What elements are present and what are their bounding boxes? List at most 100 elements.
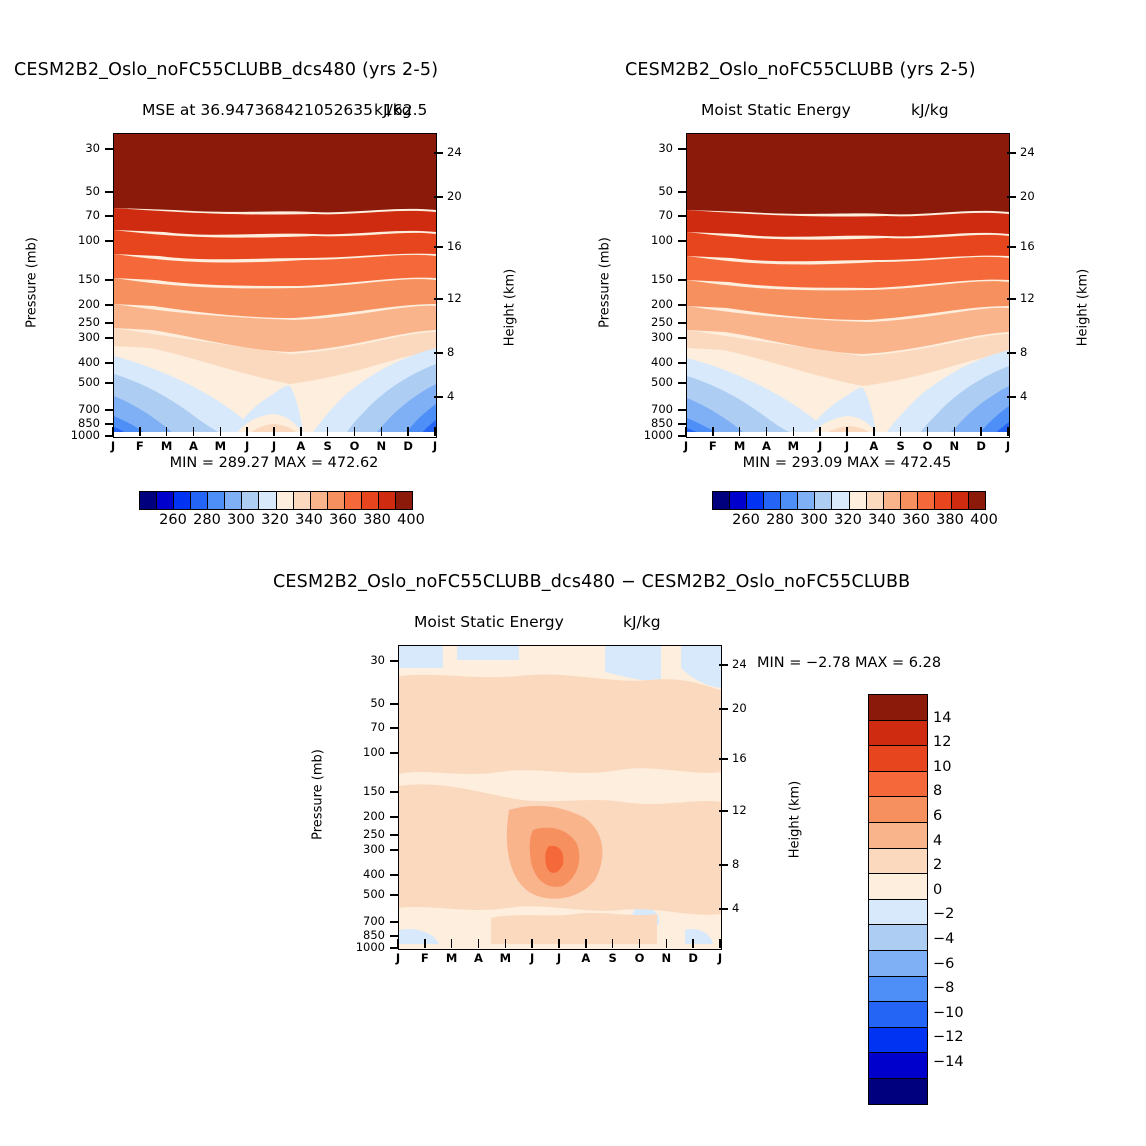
x-axis-tick xyxy=(585,939,587,948)
colorbar-tick-label: 380 xyxy=(363,512,391,528)
colorbar-tick-label: 340 xyxy=(295,512,323,528)
x-axis-month-label: A xyxy=(762,439,771,453)
x-axis-tick xyxy=(611,939,614,948)
colorbar-swatch xyxy=(869,1027,927,1054)
colorbar-difference xyxy=(868,694,928,1105)
x-axis-tick xyxy=(1007,427,1009,436)
colorbar-tick-label: 6 xyxy=(933,808,943,824)
colorbar-tick-label: 12 xyxy=(933,734,952,751)
colorbar-tick-label: −10 xyxy=(933,1004,964,1021)
colorbar-swatch xyxy=(869,1078,927,1104)
x-axis-tick xyxy=(397,939,399,948)
colorbar-swatch xyxy=(157,492,175,509)
panel-difference: CESM2B2_Oslo_noFC55CLUBB_dcs480 − CESM2B… xyxy=(273,540,1033,1105)
x-axis-month-label: D xyxy=(688,951,698,965)
colorbar-swatch xyxy=(869,950,927,977)
contour-plot-area xyxy=(398,645,722,950)
panel-title: CESM2B2_Oslo_noFC55CLUBB_dcs480 − CESM2B… xyxy=(273,572,911,592)
y-axis-label-height: Height (km) xyxy=(1075,268,1091,347)
y-axis-label-height: Height (km) xyxy=(787,780,803,859)
x-axis-month-label: F xyxy=(708,439,717,453)
x-axis-month-label: F xyxy=(420,951,429,965)
panel-subtitle-left: Moist Static Energy xyxy=(701,101,851,119)
colorbar-swatch xyxy=(310,492,328,509)
colorbar-swatch xyxy=(361,492,379,509)
x-axis-month-label: J xyxy=(683,439,689,453)
x-axis-month-label: J xyxy=(245,439,250,453)
panel-top-right: CESM2B2_Oslo_noFC55CLUBB (yrs 2-5) Moist… xyxy=(597,60,1091,528)
colorbar-swatch xyxy=(747,492,765,509)
colorbar-swatch xyxy=(869,899,927,926)
colorbar-swatch xyxy=(781,492,799,509)
x-axis-tick xyxy=(765,427,768,436)
x-axis-month-label: O xyxy=(922,439,933,453)
colorbar-swatch xyxy=(869,695,927,721)
x-axis-month-label: J xyxy=(717,951,723,965)
colorbar-tick-label: −12 xyxy=(933,1029,964,1046)
colorbar-swatch xyxy=(730,492,748,509)
panel-subtitle-right: 162.5 xyxy=(383,101,428,119)
x-axis-month-label: N xyxy=(661,951,672,965)
colorbar-swatch xyxy=(344,492,362,509)
colorbar-swatch xyxy=(815,492,833,509)
colorbar-swatch xyxy=(849,492,867,509)
x-axis-month-label: S xyxy=(896,439,905,453)
x-axis-tick xyxy=(738,427,741,436)
colorbar-tick-label: 2 xyxy=(933,857,943,874)
min-max-label: MIN = 289.27 MAX = 472.62 xyxy=(169,455,379,471)
x-axis-tick xyxy=(638,939,641,948)
panel-title: CESM2B2_Oslo_noFC55CLUBB (yrs 2-5) xyxy=(625,60,976,80)
colorbar-tick-label: −14 xyxy=(933,1054,964,1070)
x-axis-tick xyxy=(980,427,982,436)
colorbar-tick-label: 360 xyxy=(329,512,357,528)
colorbar-swatch xyxy=(798,492,816,509)
colorbar-swatch xyxy=(191,492,209,509)
colorbar-swatch xyxy=(869,925,927,951)
x-axis-month-label: J xyxy=(844,439,850,453)
colorbar-swatch xyxy=(869,797,927,823)
colorbar-tick-label: 340 xyxy=(868,512,896,528)
x-axis-tick xyxy=(450,939,453,948)
colorbar-swatch xyxy=(869,822,927,849)
colorbar-swatch xyxy=(713,492,731,509)
colorbar-tick-label: 360 xyxy=(902,512,930,528)
x-axis-month-label: A xyxy=(189,439,198,453)
panel-top-left: CESM2B2_Oslo_noFC55CLUBB_dcs480 (yrs 2-5… xyxy=(14,60,518,528)
x-axis-tick xyxy=(873,427,875,436)
colorbar-swatch xyxy=(869,746,927,772)
colorbar-swatch xyxy=(395,492,412,509)
x-axis-tick xyxy=(300,427,302,436)
colorbar-swatch xyxy=(869,1002,927,1028)
min-max-label: MIN = −2.78 MAX = 6.28 xyxy=(757,655,942,671)
x-axis-tick xyxy=(504,939,507,948)
x-axis-tick xyxy=(792,427,795,436)
x-axis-month-label: M xyxy=(214,439,227,453)
contour-plot-area xyxy=(113,133,437,438)
x-axis-tick xyxy=(712,427,714,436)
x-axis-tick xyxy=(139,427,141,436)
colorbar-swatch xyxy=(764,492,782,509)
x-axis-month-label: O xyxy=(634,951,645,965)
panel-subtitle-units: kJ/kg xyxy=(374,101,412,119)
x-axis-tick xyxy=(899,427,902,436)
colorbar-tick-label: 400 xyxy=(397,512,425,528)
colorbar-swatch xyxy=(869,848,927,875)
x-axis-month-label: M xyxy=(445,951,458,965)
x-axis-month-label: M xyxy=(499,951,512,965)
colorbar-tick-label: 380 xyxy=(936,512,964,528)
colorbar-swatch xyxy=(951,492,969,509)
colorbar-tick-label: 280 xyxy=(766,512,794,528)
x-axis-tick xyxy=(353,427,356,436)
x-axis-month-label: M xyxy=(787,439,800,453)
x-axis-tick xyxy=(273,427,275,436)
colorbar-swatch xyxy=(869,976,927,1003)
colorbar-tick-label: 0 xyxy=(933,881,943,898)
x-axis-tick xyxy=(926,427,929,436)
colorbar-tick-label: −2 xyxy=(933,906,955,923)
panel-title: CESM2B2_Oslo_noFC55CLUBB_dcs480 (yrs 2-5… xyxy=(14,60,439,80)
colorbar-swatch xyxy=(208,492,226,509)
x-axis-tick xyxy=(665,939,668,948)
x-axis-month-label: D xyxy=(403,439,413,453)
colorbar-swatch xyxy=(900,492,918,509)
colorbar-swatch xyxy=(883,492,901,509)
